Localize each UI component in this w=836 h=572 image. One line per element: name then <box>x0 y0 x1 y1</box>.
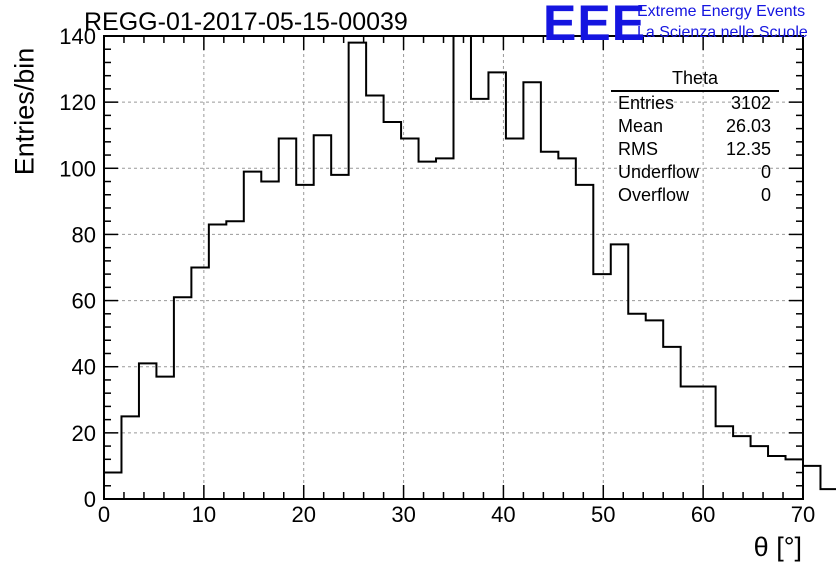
stats-row-overflow: Overflow 0 <box>611 184 779 207</box>
histogram-bin <box>226 221 243 499</box>
histogram-bin <box>716 426 733 499</box>
stats-box: Theta Entries 3102 Mean 26.03 RMS 12.35 … <box>611 68 779 207</box>
y-tick-label: 20 <box>72 421 96 446</box>
stats-title: Theta <box>611 68 779 92</box>
histogram-outline <box>104 35 836 491</box>
x-tick-label: 60 <box>691 502 715 527</box>
histogram-bin <box>139 363 156 499</box>
histogram-bin <box>768 456 785 499</box>
histogram-bin <box>488 72 505 499</box>
y-tick-label: 40 <box>72 355 96 380</box>
histogram-bin <box>121 416 138 499</box>
histogram-bin <box>366 96 383 499</box>
stats-value: 12.35 <box>725 139 771 159</box>
histogram-bin <box>541 152 558 499</box>
histogram-bin <box>646 320 663 499</box>
histogram-bin <box>471 99 488 499</box>
x-tick-label: 0 <box>98 502 110 527</box>
histogram-bin <box>593 274 610 499</box>
histogram-bin <box>209 225 226 499</box>
x-tick-label: 50 <box>591 502 615 527</box>
x-tick-label: 40 <box>491 502 515 527</box>
histogram-bin <box>454 36 471 499</box>
x-tick-label: 20 <box>291 502 315 527</box>
histogram-bin <box>174 297 191 499</box>
eee-logo: EEE <box>543 0 647 51</box>
y-tick-label: 60 <box>72 289 96 314</box>
logo-subtitle-1: Extreme Energy Events <box>637 3 806 20</box>
axis-ticks <box>103 35 804 500</box>
x-tick-label: 30 <box>391 502 415 527</box>
histogram-bin <box>698 387 715 499</box>
x-tick-label: 70 <box>791 502 815 527</box>
x-axis-label: θ [°] <box>753 532 802 562</box>
histogram-bin <box>191 268 208 500</box>
y-tick-label: 120 <box>59 90 96 115</box>
histogram-bin <box>384 122 401 499</box>
histogram-bin <box>733 436 750 499</box>
stats-label: Mean <box>618 116 664 136</box>
histogram-bin <box>261 182 278 499</box>
stats-value: 3102 <box>730 93 771 113</box>
histogram-bin <box>296 185 313 499</box>
histogram-bin <box>436 158 453 499</box>
histogram-bin <box>349 43 366 499</box>
histogram-bin <box>104 473 121 499</box>
stats-label: Underflow <box>618 162 700 182</box>
stats-value: 0 <box>760 185 771 205</box>
histogram-bin <box>786 459 803 499</box>
x-tick-label: 10 <box>192 502 216 527</box>
tick-labels: 0 10 20 30 40 50 60 70 0 20 40 60 80 100 120 140 <box>59 24 815 527</box>
histogram-bin <box>419 162 436 499</box>
stats-row-underflow: Underflow 0 <box>611 161 779 184</box>
histogram-bin <box>576 185 593 499</box>
grid-lines <box>104 36 803 499</box>
histogram-bin <box>279 139 296 499</box>
histogram-bin <box>558 158 575 499</box>
stats-value: 0 <box>760 162 771 182</box>
y-tick-label: 140 <box>59 24 96 49</box>
histogram-bin <box>401 139 418 499</box>
y-tick-label: 100 <box>59 156 96 181</box>
stats-label: Entries <box>618 93 675 113</box>
stats-row-rms: RMS 12.35 <box>611 138 779 161</box>
y-axis-label: Entries/bin <box>9 47 40 176</box>
logo-subtitle-2: La Scienza nelle Scuole <box>637 24 808 41</box>
histogram-bin <box>611 244 628 499</box>
histogram-bin <box>681 387 698 499</box>
histogram-bin <box>820 489 836 499</box>
stats-row-entries: Entries 3102 <box>611 92 779 115</box>
histogram-bin <box>751 446 768 499</box>
stats-row-mean: Mean 26.03 <box>611 115 779 138</box>
stats-value: 26.03 <box>725 116 771 136</box>
histogram-bin <box>523 82 540 499</box>
y-tick-label: 80 <box>72 222 96 247</box>
stats-label: Overflow <box>618 185 690 205</box>
histogram-bin <box>314 135 331 499</box>
histogram-bin <box>244 172 261 499</box>
histogram-bin <box>331 175 348 499</box>
histogram-bin <box>803 466 820 499</box>
histogram-bin <box>628 314 645 499</box>
stats-label: RMS <box>618 139 658 159</box>
histogram-bin <box>156 377 173 499</box>
chart-title: REGG-01-2017-05-15-00039 <box>84 8 408 36</box>
histogram-bin <box>663 347 680 499</box>
histogram-bin <box>506 139 523 499</box>
y-tick-label: 0 <box>84 487 96 512</box>
